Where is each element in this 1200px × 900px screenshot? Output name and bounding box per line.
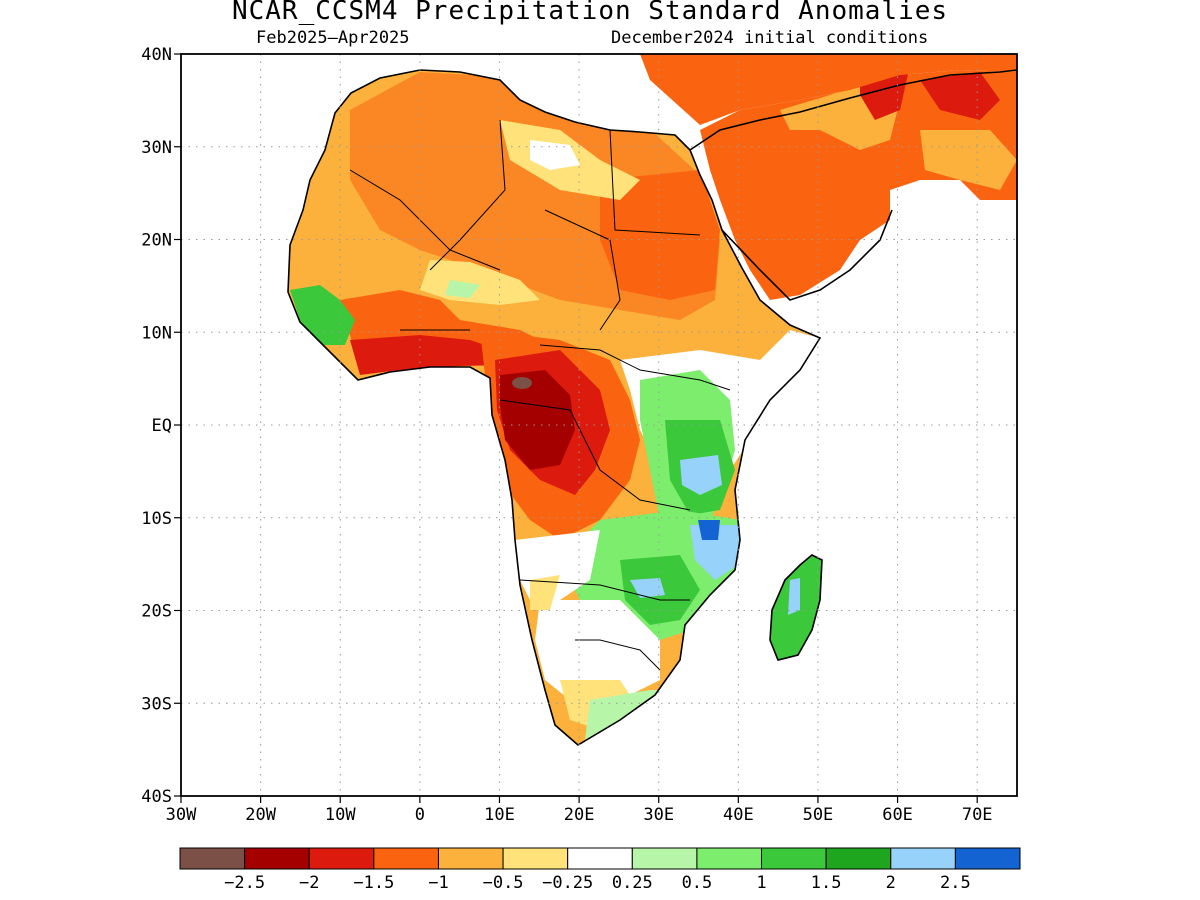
lat-tick-label: 30S bbox=[141, 694, 172, 714]
legend-swatch bbox=[179, 847, 246, 870]
lat-axis: 40N 30N 20N 10N EQ 10S 20S 30S 40S bbox=[141, 45, 181, 807]
lon-tick-label: 10W bbox=[325, 805, 356, 825]
map-title: NCAR_CCSM4 Precipitation Standard Anomal… bbox=[231, 0, 949, 26]
forecast-period: Feb2025–Apr2025 bbox=[256, 28, 410, 48]
lon-tick-label: 10E bbox=[484, 805, 515, 825]
lon-tick-label: 50E bbox=[803, 805, 834, 825]
legend-label: −1 bbox=[428, 873, 448, 893]
legend-swatch bbox=[502, 847, 569, 870]
lon-tick-label: 70E bbox=[962, 805, 993, 825]
lat-tick-label: 20N bbox=[141, 231, 172, 251]
lon-tick-label: 30W bbox=[166, 805, 197, 825]
legend-label: −2.5 bbox=[224, 873, 265, 893]
lon-tick-label: 30E bbox=[643, 805, 674, 825]
legend-swatch bbox=[567, 847, 633, 870]
lon-tick-label: 20W bbox=[245, 805, 276, 825]
legend-label: 0.5 bbox=[682, 873, 713, 893]
lat-tick-label: 10N bbox=[141, 323, 172, 343]
lat-tick-label: EQ bbox=[152, 416, 172, 436]
lon-tick-label: 0 bbox=[415, 805, 425, 825]
lon-tick-label: 40E bbox=[723, 805, 754, 825]
lon-tick-label: 60E bbox=[882, 805, 913, 825]
country-borders bbox=[349, 119, 731, 671]
legend-label: −1.5 bbox=[353, 873, 394, 893]
legend-swatch bbox=[761, 847, 827, 870]
lat-tick-label: 40N bbox=[141, 45, 172, 65]
middle-east-anomalies bbox=[640, 54, 1017, 300]
legend-label: 1.5 bbox=[811, 873, 842, 893]
field-layer bbox=[288, 54, 1017, 745]
legend-swatch bbox=[890, 847, 956, 870]
legend-swatch bbox=[696, 847, 763, 870]
lat-tick-label: 20S bbox=[141, 602, 172, 622]
lat-tick-label: 10S bbox=[141, 509, 172, 529]
legend-label: 0.25 bbox=[612, 873, 653, 893]
legend-swatch bbox=[631, 847, 698, 870]
legend-label: 1 bbox=[756, 873, 766, 893]
legend-swatch bbox=[373, 847, 439, 870]
lat-tick-label: 30N bbox=[141, 138, 172, 158]
legend-label: −0.25 bbox=[542, 873, 593, 893]
color-legend: −2.5 −2 −1.5 −1 −0.5 −0.25 0.25 0.5 1 1.5 2 2.5 bbox=[179, 847, 1021, 893]
legend-label: 2.5 bbox=[940, 873, 971, 893]
legend-label: 2 bbox=[886, 873, 896, 893]
lat-tick-label: 40S bbox=[141, 787, 172, 807]
legend-label: −2 bbox=[299, 873, 319, 893]
legend-swatch bbox=[244, 847, 310, 870]
legend-swatch bbox=[437, 847, 504, 870]
legend-label: −0.5 bbox=[483, 873, 524, 893]
coastlines bbox=[287, 69, 1018, 746]
madagascar-anomalies bbox=[770, 555, 822, 660]
legend-swatch bbox=[954, 847, 1021, 870]
lon-tick-label: 20E bbox=[564, 805, 595, 825]
legend-swatch bbox=[825, 847, 892, 870]
legend-swatch bbox=[308, 847, 375, 870]
initial-conditions: December2024 initial conditions bbox=[611, 28, 929, 48]
lon-axis: 30W 20W 10W 0 10E 20E 30E 40E 50E 60E 70E bbox=[166, 796, 993, 825]
